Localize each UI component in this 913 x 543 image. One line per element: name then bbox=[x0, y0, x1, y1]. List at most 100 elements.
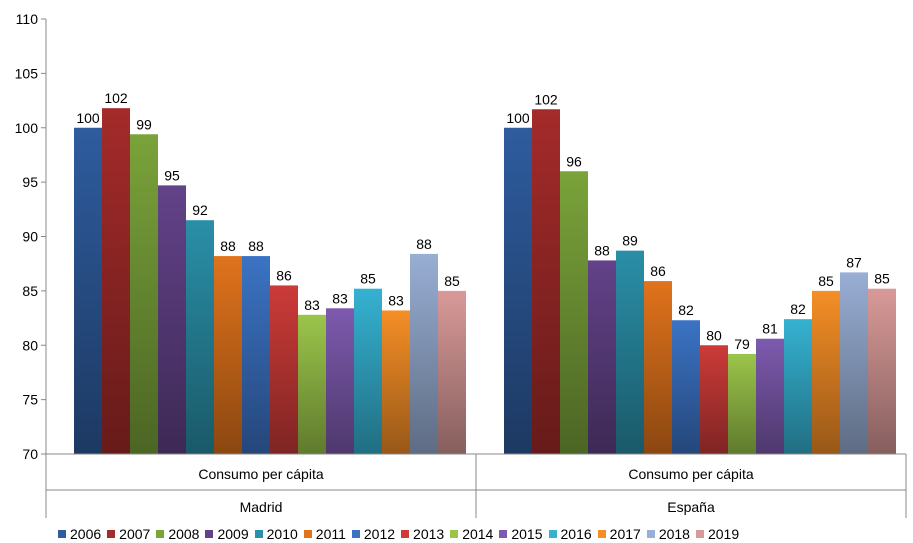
data-label: 83 bbox=[388, 292, 404, 308]
region-label: Madrid bbox=[240, 499, 283, 515]
legend-swatch bbox=[254, 530, 263, 538]
data-label: 92 bbox=[192, 202, 208, 218]
y-tick-label: 90 bbox=[22, 229, 38, 245]
data-label: 102 bbox=[104, 90, 128, 106]
legend-swatch bbox=[695, 530, 704, 538]
data-label: 85 bbox=[360, 271, 376, 287]
bar-2009-madrid bbox=[158, 185, 186, 454]
bar-2017-españa bbox=[812, 290, 840, 454]
y-tick-label: 105 bbox=[15, 65, 39, 81]
data-label: 85 bbox=[818, 273, 834, 289]
data-label: 96 bbox=[566, 153, 582, 169]
legend-swatch bbox=[351, 530, 360, 538]
legend-item-2017: 2017 bbox=[597, 526, 641, 542]
data-label: 82 bbox=[790, 301, 806, 317]
bar-2010-españa bbox=[616, 250, 644, 454]
y-tick-label: 80 bbox=[22, 337, 38, 353]
legend-item-2007: 2007 bbox=[107, 526, 150, 542]
legend-swatch bbox=[156, 530, 165, 538]
region-label: España bbox=[667, 499, 715, 515]
legend-label: 2009 bbox=[217, 526, 249, 542]
legend-item-2012: 2012 bbox=[351, 526, 396, 542]
legend-item-2018: 2018 bbox=[646, 526, 690, 542]
legend-item-2010: 2010 bbox=[254, 526, 298, 542]
x-axis: Consumo per cápita Madrid Consumo per cápi… bbox=[45, 453, 907, 518]
legend-swatch bbox=[107, 530, 116, 538]
legend-label: 2017 bbox=[609, 526, 641, 542]
legend-label: 2012 bbox=[363, 526, 396, 542]
legend: 2006 2007 2008 2009 2010 2011 2012 2013 2014 2015… bbox=[58, 526, 745, 542]
data-label: 85 bbox=[444, 273, 460, 289]
legend-label: 2016 bbox=[560, 526, 592, 542]
bars bbox=[74, 108, 896, 455]
bar-2015-madrid bbox=[326, 308, 354, 454]
bar-2007-españa bbox=[532, 109, 560, 454]
data-label: 88 bbox=[416, 236, 432, 252]
data-label: 86 bbox=[276, 267, 292, 283]
y-tick-label: 85 bbox=[22, 283, 38, 299]
bar-2016-españa bbox=[784, 319, 812, 454]
data-label: 102 bbox=[534, 91, 558, 107]
data-label: 82 bbox=[678, 302, 694, 318]
legend-item-2016: 2016 bbox=[548, 526, 592, 542]
legend-label: 2007 bbox=[119, 526, 151, 542]
bar-2011-españa bbox=[644, 281, 672, 454]
data-label: 80 bbox=[706, 327, 722, 343]
legend-swatch bbox=[499, 530, 508, 538]
bar-2014-españa bbox=[728, 353, 756, 454]
legend-item-2008: 2008 bbox=[156, 526, 199, 542]
data-label: 87 bbox=[846, 254, 862, 270]
legend-label: 2019 bbox=[707, 526, 740, 542]
data-label: 83 bbox=[304, 297, 320, 313]
data-label: 86 bbox=[650, 263, 666, 279]
bar-2019-madrid bbox=[438, 290, 466, 454]
data-label: 88 bbox=[594, 242, 610, 258]
bar-2016-madrid bbox=[354, 288, 382, 454]
bar-2012-españa bbox=[672, 320, 700, 454]
data-label: 100 bbox=[506, 110, 530, 126]
legend-label: 2008 bbox=[168, 526, 200, 542]
y-tick-label: 110 bbox=[16, 11, 39, 27]
legend-label: 2006 bbox=[70, 526, 102, 542]
bar-2006-madrid bbox=[74, 127, 102, 454]
legend-swatch bbox=[205, 530, 214, 538]
legend-item-2006: 2006 bbox=[58, 526, 101, 542]
legend-label: 2018 bbox=[658, 526, 690, 542]
legend-item-2014: 2014 bbox=[450, 526, 493, 542]
bar-2019-españa bbox=[868, 288, 896, 454]
y-tick-label: 70 bbox=[22, 446, 38, 462]
legend-item-2011: 2011 bbox=[303, 526, 346, 542]
data-label: 79 bbox=[734, 336, 750, 352]
bar-2015-españa bbox=[756, 338, 784, 454]
y-tick-label: 100 bbox=[15, 120, 39, 136]
bar-2017-madrid bbox=[382, 310, 410, 454]
bar-2009-españa bbox=[588, 260, 616, 454]
legend-swatch bbox=[450, 530, 459, 538]
legend-swatch bbox=[58, 530, 66, 538]
data-label: 95 bbox=[164, 167, 180, 183]
y-tick-label: 75 bbox=[22, 392, 38, 408]
bar-2018-madrid bbox=[410, 253, 438, 454]
category-label: Consumo per cápita bbox=[628, 466, 754, 482]
legend-swatch bbox=[597, 530, 606, 538]
category-label: Consumo per cápita bbox=[198, 466, 324, 482]
bar-2012-madrid bbox=[242, 256, 270, 454]
data-label: 83 bbox=[332, 290, 348, 306]
legend-item-2019: 2019 bbox=[695, 526, 740, 542]
bar-2013-españa bbox=[700, 345, 728, 454]
legend-swatch bbox=[401, 530, 410, 538]
bar-2013-madrid bbox=[270, 285, 298, 454]
legend-item-2009: 2009 bbox=[205, 526, 249, 542]
y-axis: 70 75 80 85 90 95 100 105 110 bbox=[15, 11, 47, 462]
bar-2007-madrid bbox=[102, 108, 130, 455]
legend-label: 2010 bbox=[266, 526, 298, 542]
bar-2018-españa bbox=[840, 272, 868, 454]
data-label: 88 bbox=[220, 238, 236, 254]
bar-2008-madrid bbox=[130, 134, 158, 454]
legend-label: 2014 bbox=[462, 526, 494, 542]
bar-2011-madrid bbox=[214, 256, 242, 454]
data-label: 100 bbox=[76, 110, 100, 126]
legend-swatch bbox=[303, 530, 312, 538]
